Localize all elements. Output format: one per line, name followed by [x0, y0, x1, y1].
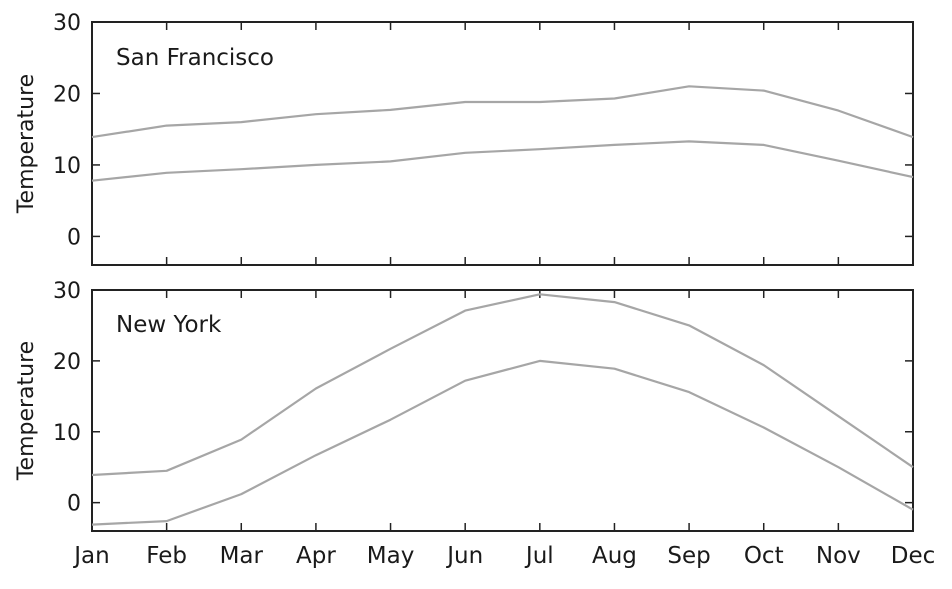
panel-san-francisco: 0 10 20 30 Temperature San Francisco [14, 11, 914, 266]
x-tick-label-may: May [367, 543, 415, 569]
x-tick-label-sep: Sep [667, 543, 710, 569]
x-tick-label-aug: Aug [592, 543, 637, 569]
panel-title: New York [116, 312, 222, 338]
y-tick-label-0: 0 [67, 225, 81, 250]
y-tick-label-0: 0 [67, 492, 81, 517]
x-tick-label-nov: Nov [816, 543, 861, 569]
series-line-2 [91, 359, 914, 526]
series-line-2 [91, 140, 914, 182]
y-axis-label: Temperature [14, 341, 39, 481]
series-line-1 [91, 293, 914, 477]
x-tick-label-feb: Feb [146, 543, 187, 569]
x-tick-label-mar: Mar [220, 543, 264, 569]
x-tick-label-apr: Apr [296, 543, 336, 569]
x-tick-label-jul: Jul [524, 543, 554, 569]
x-tick-label-jan: Jan [72, 543, 109, 569]
panel-title: San Francisco [116, 45, 274, 71]
y-tick-label-10: 10 [53, 154, 81, 179]
x-tick-label-dec: Dec [891, 543, 936, 569]
y-tick-label-20: 20 [53, 350, 81, 375]
y-axis-label: Temperature [14, 74, 39, 214]
x-tick-label-oct: Oct [744, 543, 784, 569]
axes-frame [91, 21, 914, 266]
series-line-1 [91, 85, 914, 139]
axes-frame [91, 289, 914, 532]
x-tick-label-jun: Jun [445, 543, 483, 569]
y-tick-label-20: 20 [53, 82, 81, 107]
panel-new-york: Jan Feb Mar Apr May Jun Jul Aug Sep Oct Nov Dec 0 10 2… [14, 279, 935, 569]
y-tick-label-10: 10 [53, 421, 81, 446]
y-tick-label-30: 30 [53, 279, 81, 304]
y-tick-label-30: 30 [53, 11, 81, 36]
